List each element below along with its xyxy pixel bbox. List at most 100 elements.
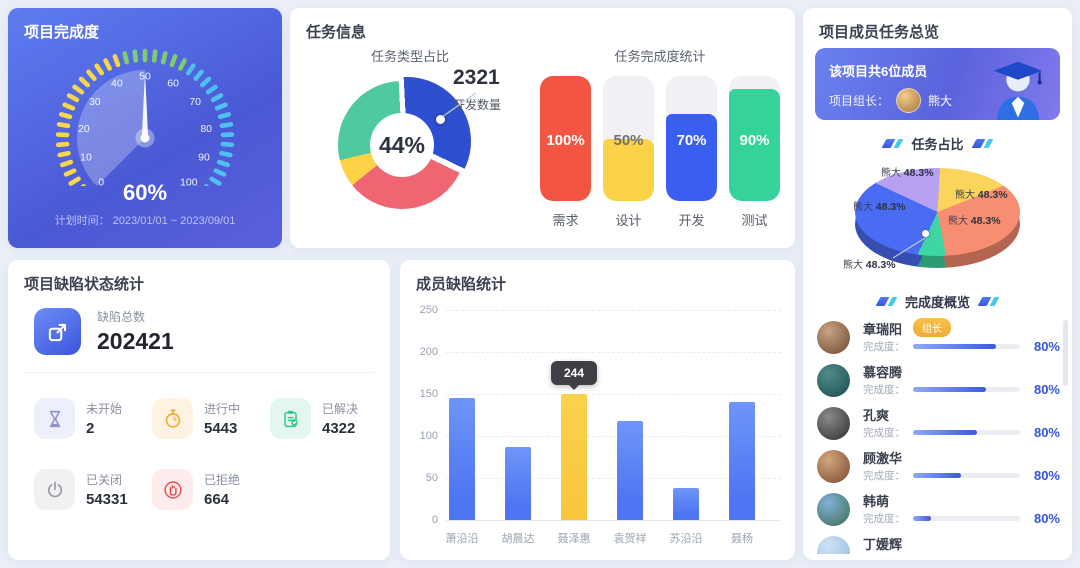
liquid-bar-开发[interactable]: 70% 开发 (666, 76, 717, 229)
member-row: 章瑞阳 组长 完成度： 80% (817, 318, 1060, 359)
defect-stat-value: 2 (86, 420, 95, 437)
x-axis-label: 袁贺祥 (613, 533, 647, 545)
progress-label: 完成度： (863, 513, 905, 525)
progress-track (913, 387, 1020, 392)
y-axis-tick: 250 (419, 304, 438, 316)
liquid-bar-设计[interactable]: 50% 设计 (603, 76, 654, 229)
panel-title-defects: 项目缺陷状态统计 (24, 276, 145, 293)
pie-slice-label: 熊大 48.3% (881, 167, 934, 179)
member-progress-row: 完成度： 80% (863, 382, 1060, 397)
gridline (446, 520, 781, 521)
pie-callout-line (892, 237, 926, 259)
hand-stop-icon (152, 469, 193, 510)
liquid-fill (666, 113, 717, 201)
bar-聂泽惠[interactable] (561, 394, 587, 520)
liquid-bar-测试[interactable]: 90% 测试 (729, 76, 780, 229)
pie-section-header: 任务占比 (803, 134, 1072, 153)
progress-label: 完成度： (863, 341, 905, 353)
x-axis-label: 萧沿沿 (445, 533, 479, 545)
svg-text:60: 60 (167, 77, 179, 89)
liquid-percent-label: 70% (676, 132, 707, 149)
callout-value: 2321 (453, 66, 500, 89)
pie-slice-label: 熊大 48.3% (948, 215, 1001, 227)
progress-value: 80% (1033, 468, 1060, 483)
liquid-chart-title: 任务完成度统计 (614, 49, 706, 64)
gauge-value: 60% (122, 180, 168, 205)
power-icon (34, 469, 75, 510)
defect-stat-grid: 未开始 2 进行中 5443 已解决 4322 已关闭 54331 已拒绝 664 (34, 398, 374, 510)
defect-stat-text: 未开始 2 (86, 400, 122, 437)
progress-label: 完成度： (863, 384, 905, 396)
panel-title-members: 项目成员任务总览 (819, 24, 940, 41)
y-axis-tick: 0 (431, 514, 438, 526)
liquid-capsule: 50% (603, 76, 654, 201)
x-axis-label: 聂杨 (731, 533, 753, 545)
progress-value: 80% (1033, 425, 1060, 440)
puzzle-arrow-icon (34, 308, 81, 355)
liquid-bar-需求[interactable]: 100% 需求 (540, 76, 591, 229)
liquid-percent-label: 90% (739, 132, 770, 149)
panel-member-defect-stats: 成员缺陷统计 0 50 100 150 200 250 萧沿沿 胡晨达 聂泽惠 袁贺祥 苏沿沿 聂杨 2… (400, 260, 795, 560)
slash-decoration-icon (977, 297, 1000, 306)
member-avatar (817, 536, 850, 554)
overview-section-header: 完成度概览 (803, 292, 1072, 311)
bar-聂杨[interactable] (729, 402, 755, 520)
svg-text:70: 70 (189, 96, 201, 108)
leader-label: 项目组长： (829, 94, 890, 108)
gridline (446, 436, 781, 437)
divider (24, 372, 374, 373)
defect-stat-text: 已关闭 54331 (86, 471, 128, 508)
svg-text:10: 10 (80, 152, 92, 164)
defect-stat-text: 已拒绝 664 (204, 471, 240, 508)
progress-track (913, 516, 1020, 521)
svg-text:80: 80 (200, 123, 212, 135)
defect-stat-text: 进行中 5443 (204, 400, 240, 437)
defect-stat-label: 进行中 (204, 402, 241, 416)
member-count-text: 该项目共6位成员 (829, 64, 928, 79)
liquid-capsule: 100% (540, 76, 591, 201)
member-progress-row: 完成度： 80% (863, 511, 1060, 526)
svg-text:40: 40 (111, 77, 123, 89)
bar-萧沿沿[interactable] (449, 398, 475, 520)
panel-project-completion: 项目完成度 0102030405060708090100 60% 计划时间： 2… (8, 8, 282, 248)
member-progress-row: 完成度： 80% (863, 425, 1060, 440)
stopwatch-icon (152, 398, 193, 439)
defect-stat-已拒绝: 已拒绝 664 (152, 469, 270, 510)
defect-stat-未开始: 未开始 2 (34, 398, 152, 439)
liquid-capsule: 90% (729, 76, 780, 201)
defect-total: 缺陷总数 202421 (34, 308, 174, 355)
defect-stat-进行中: 进行中 5443 (152, 398, 270, 439)
progress-track (913, 473, 1020, 478)
svg-text:30: 30 (89, 96, 101, 108)
member-name: 章瑞阳 (863, 322, 903, 337)
list-scrollbar[interactable] (1063, 320, 1068, 386)
leader-badge: 组长 (913, 318, 951, 337)
completion-gauge-chart: 0102030405060708090100 (8, 34, 282, 186)
progress-track (913, 430, 1020, 435)
bar-胡晨达[interactable] (505, 446, 531, 520)
bar-苏沿沿[interactable] (673, 488, 699, 520)
member-row: 丁媛辉完成度：80% (817, 533, 1060, 554)
member-task-pie-chart[interactable] (855, 168, 1020, 256)
liquid-fill (603, 138, 654, 201)
member-row: 孔爽 完成度： 80% (817, 404, 1060, 445)
panel-task-info: 任务信息 任务类型占比 44% 2321 开发数量 任务完成度统计 100% 需求… (290, 8, 795, 248)
svg-text:100: 100 (180, 176, 198, 186)
member-completion-list: 章瑞阳 组长 完成度： 80% 慕容腾 完成度： 80% 孔爽 完成度： 80% 顾激华 完成度： 80… (817, 318, 1060, 554)
member-progress-row: 完成度： 80% (863, 468, 1060, 483)
pie-slice-label: 熊大 48.3% (853, 201, 906, 213)
pie-section-title: 任务占比 (911, 137, 964, 152)
callout-dot (436, 115, 445, 124)
bar-袁贺祥[interactable] (617, 420, 643, 520)
member-row: 慕容腾 完成度： 80% (817, 361, 1060, 402)
donut-chart-title: 任务类型占比 (370, 49, 449, 64)
panel-title-task-info: 任务信息 (306, 24, 367, 41)
defect-stat-label: 已解决 (322, 402, 359, 416)
progress-value: 80% (1033, 511, 1060, 526)
liquid-fill (729, 88, 780, 201)
progress-fill (913, 430, 978, 435)
liquid-percent-label: 50% (613, 132, 644, 149)
gridline (446, 478, 781, 479)
task-type-donut-chart[interactable]: 44% (338, 77, 477, 209)
